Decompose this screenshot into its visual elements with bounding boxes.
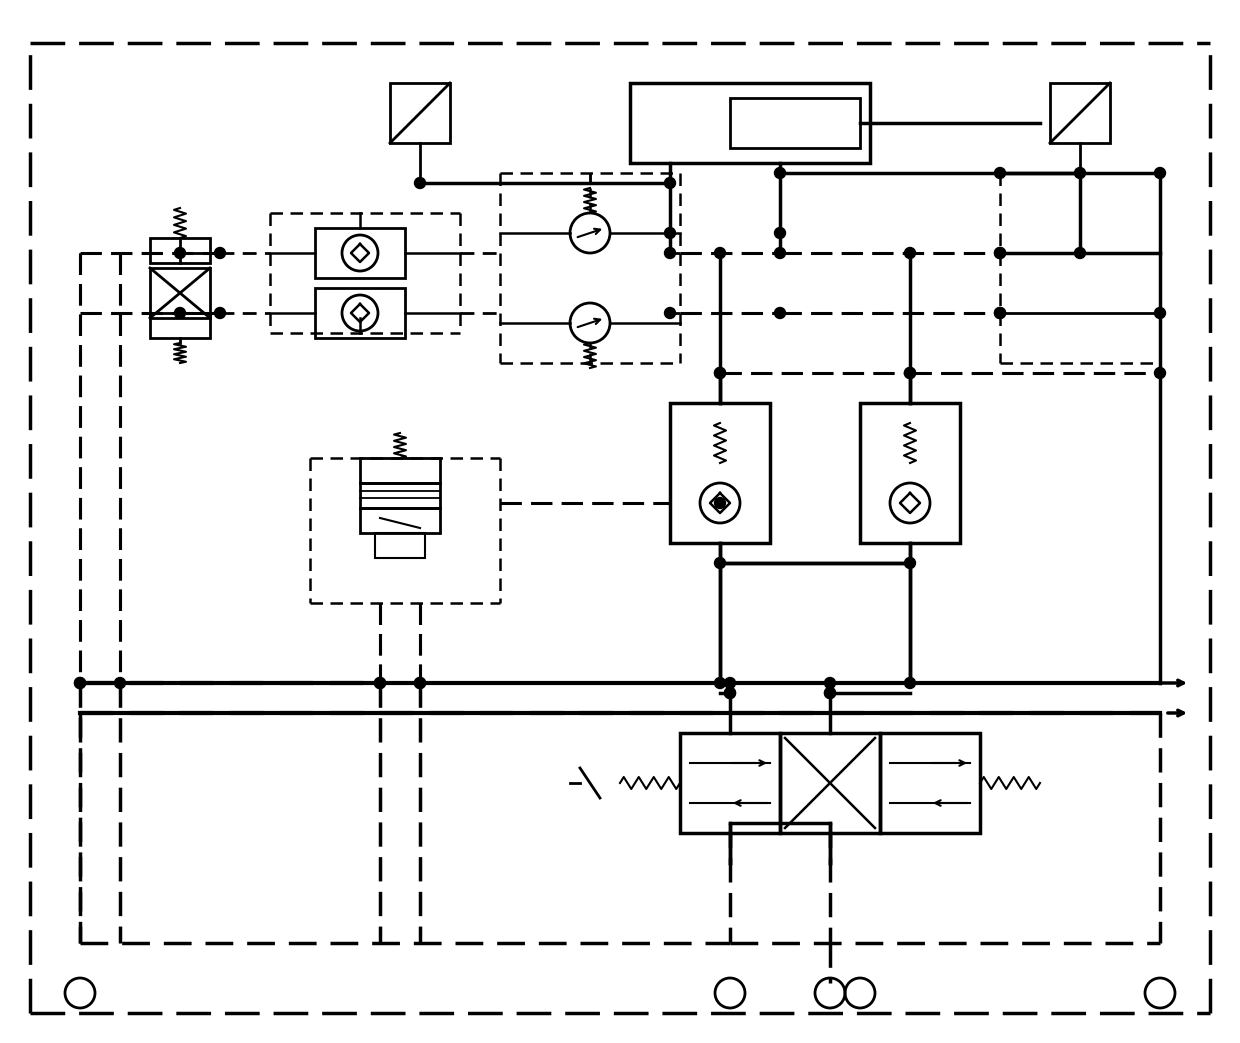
Circle shape <box>74 678 86 688</box>
Circle shape <box>414 678 425 688</box>
Bar <box>780 733 880 833</box>
Circle shape <box>825 678 836 688</box>
Bar <box>150 313 210 338</box>
Circle shape <box>414 678 425 688</box>
Circle shape <box>724 678 735 688</box>
Circle shape <box>175 308 186 318</box>
Bar <box>630 83 870 163</box>
Circle shape <box>74 678 86 688</box>
Circle shape <box>775 247 785 259</box>
Circle shape <box>775 308 785 318</box>
Bar <box>315 228 405 278</box>
Circle shape <box>665 308 676 318</box>
Circle shape <box>1075 247 1085 259</box>
Circle shape <box>714 498 725 509</box>
Bar <box>391 83 450 143</box>
Bar <box>861 403 960 543</box>
Circle shape <box>994 308 1006 318</box>
Circle shape <box>714 367 725 379</box>
Circle shape <box>1075 168 1085 178</box>
Circle shape <box>665 177 676 189</box>
Circle shape <box>904 247 915 259</box>
Circle shape <box>994 308 1006 318</box>
Bar <box>670 403 770 543</box>
Bar <box>360 458 440 483</box>
Bar <box>360 483 440 508</box>
Circle shape <box>904 558 915 568</box>
Circle shape <box>904 367 915 379</box>
Bar <box>374 533 425 558</box>
Circle shape <box>775 168 785 178</box>
Bar <box>1050 83 1110 143</box>
Circle shape <box>994 247 1006 259</box>
Circle shape <box>374 678 386 688</box>
Circle shape <box>1154 308 1166 318</box>
Bar <box>150 268 210 318</box>
Circle shape <box>904 678 915 688</box>
Circle shape <box>994 247 1006 259</box>
Bar <box>680 733 780 833</box>
Bar <box>150 238 210 263</box>
Circle shape <box>215 308 226 318</box>
Circle shape <box>665 227 676 239</box>
Circle shape <box>1154 168 1166 178</box>
Circle shape <box>714 247 725 259</box>
Circle shape <box>714 558 725 568</box>
Circle shape <box>825 687 836 699</box>
Circle shape <box>825 687 836 699</box>
Circle shape <box>904 367 915 379</box>
Circle shape <box>724 687 735 699</box>
Bar <box>360 508 440 533</box>
Bar <box>315 288 405 338</box>
Circle shape <box>665 247 676 259</box>
Bar <box>730 98 861 148</box>
Circle shape <box>215 247 226 259</box>
Circle shape <box>414 177 425 189</box>
Circle shape <box>714 367 725 379</box>
Circle shape <box>1154 367 1166 379</box>
Circle shape <box>775 227 785 239</box>
Circle shape <box>714 678 725 688</box>
Bar <box>880 733 980 833</box>
Circle shape <box>175 247 186 259</box>
Circle shape <box>114 678 125 688</box>
Circle shape <box>374 678 386 688</box>
Circle shape <box>724 687 735 699</box>
Circle shape <box>994 168 1006 178</box>
